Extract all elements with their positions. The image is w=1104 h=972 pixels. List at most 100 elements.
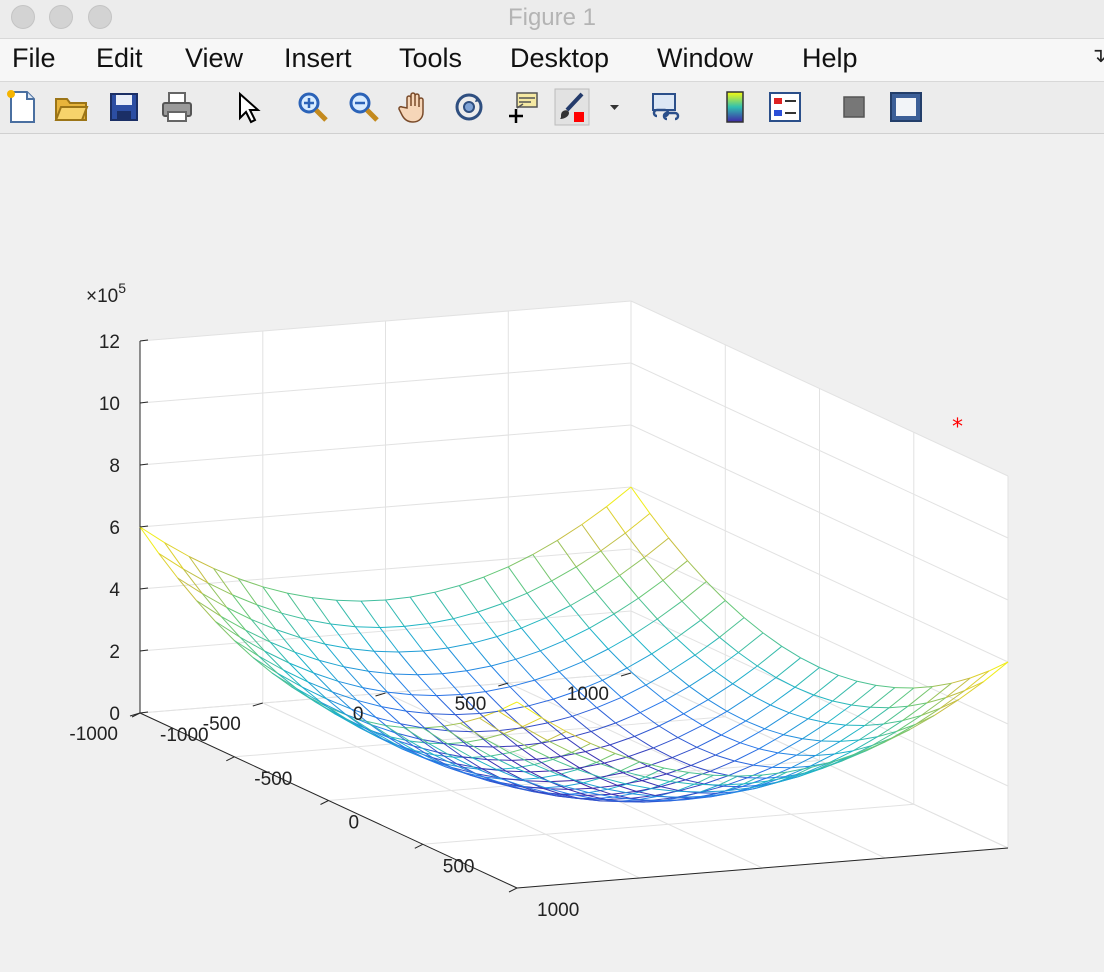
mesh-line — [696, 746, 716, 756]
mesh-line — [453, 611, 479, 620]
close-button[interactable] — [11, 5, 35, 29]
mesh-line — [594, 575, 620, 592]
mesh-line — [466, 665, 492, 672]
mesh-line — [233, 640, 254, 658]
mesh-line — [428, 623, 449, 649]
mesh-line — [715, 742, 741, 756]
mesh-line — [164, 542, 184, 570]
mesh-line — [434, 592, 454, 619]
mesh-line — [875, 684, 895, 689]
z-tick-mark — [139, 525, 149, 528]
mesh-line — [270, 641, 295, 653]
mesh-line — [626, 653, 652, 669]
menu-file[interactable]: File — [12, 43, 56, 73]
hide-plot-tools-icon[interactable] — [836, 88, 872, 126]
y-tick-mark — [498, 682, 509, 687]
menu-desktop[interactable]: Desktop — [510, 43, 610, 73]
mesh-line — [324, 643, 345, 668]
mesh-line — [475, 773, 501, 779]
select-pointer-icon[interactable] — [230, 88, 266, 126]
mesh-line — [877, 720, 903, 738]
pan-hand-icon[interactable] — [398, 88, 434, 126]
mesh-line — [583, 777, 603, 784]
mesh-line — [573, 780, 594, 789]
mesh-line — [858, 723, 884, 741]
x-tick-label: 0 — [349, 813, 360, 834]
mesh-line — [770, 686, 796, 706]
zoom-button[interactable] — [88, 5, 112, 29]
mesh-line — [751, 694, 771, 706]
open-file-icon[interactable] — [53, 88, 89, 126]
mesh-line — [472, 636, 498, 644]
toolbar-overflow-icon[interactable]: ↴ — [1090, 45, 1104, 67]
mesh-line — [790, 755, 816, 769]
mesh-line — [705, 792, 731, 797]
figure-canvas[interactable]: 0 2 4 6 8 10 12 -1000 -500 0 500 1000 -1000 -500 0 500 1… — [0, 134, 1104, 972]
minimize-button[interactable] — [49, 5, 73, 29]
mesh-line — [449, 730, 475, 733]
mesh-line — [689, 669, 715, 687]
menu-insert[interactable]: Insert — [284, 43, 352, 73]
show-plot-tools-icon[interactable] — [888, 88, 924, 126]
x-tick-mark — [226, 756, 235, 762]
mesh-line — [549, 781, 569, 790]
mesh-line — [456, 763, 477, 775]
mesh-line — [424, 727, 450, 732]
mesh-line — [453, 618, 473, 644]
menu-view[interactable]: View — [185, 43, 244, 73]
mesh-line — [447, 743, 473, 758]
menu-window[interactable]: Window — [657, 43, 754, 73]
mesh-line — [422, 726, 442, 729]
menu-help[interactable]: Help — [802, 43, 858, 73]
mesh-line — [662, 560, 688, 581]
dropdown-arrow-icon[interactable] — [596, 88, 620, 126]
mesh-line — [571, 715, 592, 732]
mesh-line — [945, 677, 971, 698]
mesh-line — [523, 722, 548, 729]
mesh-line — [651, 788, 676, 792]
mesh-line — [477, 611, 498, 637]
mesh-line — [832, 700, 852, 706]
brush-icon[interactable] — [554, 88, 590, 126]
mesh-line — [594, 798, 620, 802]
link-plot-icon[interactable] — [648, 88, 684, 126]
mesh-line — [964, 681, 984, 692]
x-tick-label: -1000 — [160, 725, 209, 746]
mesh-line — [668, 537, 688, 562]
mesh-line — [826, 722, 846, 726]
mesh-line — [613, 793, 633, 798]
menu-tools[interactable]: Tools — [399, 43, 463, 73]
z-tick-mark — [139, 463, 149, 466]
mesh-line — [509, 679, 535, 688]
mesh-line — [589, 613, 615, 629]
mesh-line — [301, 686, 322, 703]
mesh-line — [704, 775, 729, 785]
colorbar-icon[interactable] — [717, 88, 753, 126]
mesh-line — [641, 773, 667, 782]
zoom-out-icon[interactable] — [346, 88, 382, 126]
mesh-line — [351, 708, 377, 718]
mesh-line — [534, 679, 554, 700]
mesh-line — [687, 560, 707, 582]
mesh-line — [707, 683, 733, 701]
save-icon[interactable] — [106, 88, 142, 126]
mesh-line — [770, 704, 790, 714]
mesh-line — [853, 736, 879, 752]
legend-icon[interactable] — [767, 88, 803, 126]
mesh-line — [598, 777, 618, 786]
rotate-3d-icon[interactable] — [451, 88, 487, 126]
data-cursor-icon[interactable] — [505, 88, 541, 126]
new-figure-icon[interactable] — [4, 88, 40, 126]
mesh-line — [528, 747, 554, 760]
mesh-line — [410, 591, 435, 598]
mesh-line — [745, 720, 765, 730]
data-marker[interactable]: * — [952, 415, 963, 440]
mesh-line — [471, 757, 497, 770]
zoom-in-icon[interactable] — [295, 88, 331, 126]
mesh-line — [838, 674, 858, 682]
mesh-line — [528, 698, 554, 707]
menu-edit[interactable]: Edit — [96, 43, 143, 73]
mesh-line — [606, 506, 626, 534]
print-icon[interactable] — [159, 88, 195, 126]
